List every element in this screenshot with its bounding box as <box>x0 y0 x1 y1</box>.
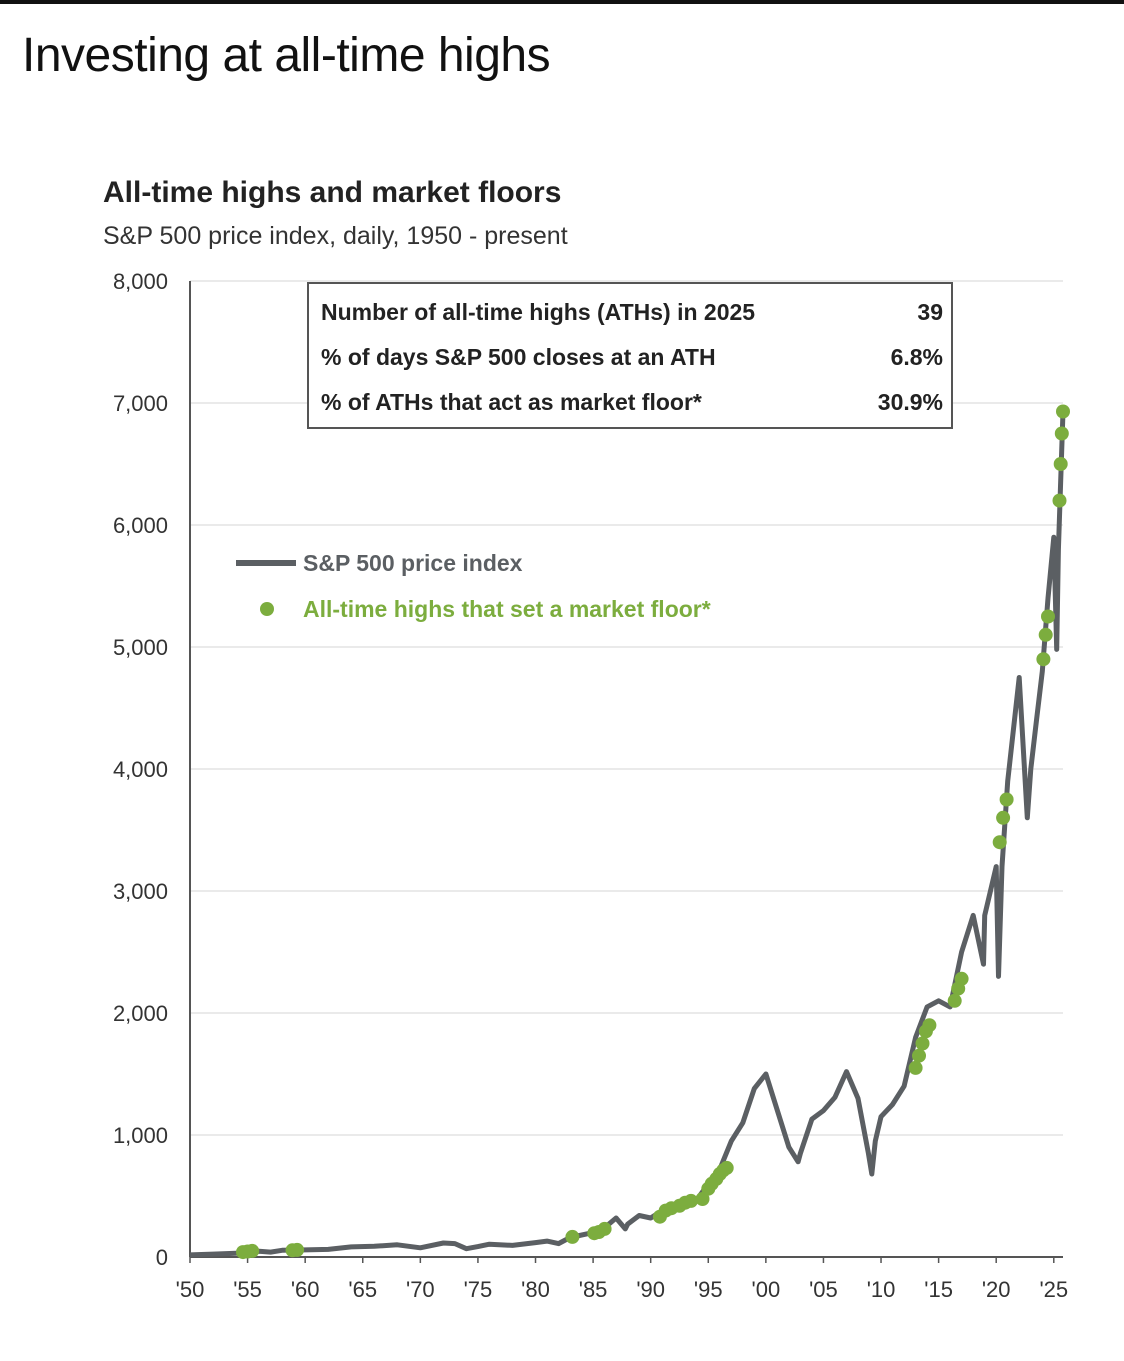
x-tick-label: '75 <box>464 1277 493 1302</box>
ath-floor-point <box>1054 426 1069 441</box>
ath-floor-point <box>922 1018 937 1033</box>
ath-floor-point <box>695 1192 710 1206</box>
page-title: Investing at all-time highs <box>22 29 551 82</box>
ath-floor-point <box>912 1048 926 1063</box>
y-tick-label: 2,000 <box>113 1001 168 1026</box>
series-sp500 <box>189 411 1066 1258</box>
x-tick-label: '65 <box>348 1277 377 1302</box>
series-ath-floors <box>236 404 1070 1260</box>
chart-subtitle: S&P 500 price index, daily, 1950 - prese… <box>103 222 568 250</box>
x-tick-label: '85 <box>579 1277 608 1302</box>
ath-floor-point <box>947 993 962 1008</box>
ath-floor-point <box>954 971 969 986</box>
ath-floor-point <box>290 1242 305 1257</box>
ath-floor-point <box>245 1243 260 1258</box>
x-tick-label: '20 <box>982 1277 1011 1302</box>
x-tick-label: '90 <box>636 1277 665 1302</box>
top-rule <box>0 0 1124 4</box>
ath-floor-point <box>1036 652 1051 667</box>
y-tick-label: 6,000 <box>113 513 168 538</box>
y-tick-label: 0 <box>156 1245 168 1270</box>
x-tick-label: '95 <box>694 1277 723 1302</box>
stat-value: 6.8% <box>890 343 943 370</box>
legend-dot-swatch <box>260 602 274 616</box>
ath-floor-point <box>1038 627 1053 642</box>
ath-floor-point <box>915 1036 930 1051</box>
y-axis-ticks: 0 1,000 2,000 3,000 4,000 5,000 6,000 7,000 8,00… <box>113 269 168 1270</box>
ath-floor-point <box>1052 493 1067 508</box>
sp500-line <box>189 411 1066 1258</box>
stat-value: 30.9% <box>877 388 943 415</box>
legend-label-ath: All-time highs that set a market floor* <box>303 596 711 622</box>
x-axis-ticks: '50 '55 '60 '65 '70 '75 '80 '85 '90 '95 '00 '05 '10 '… <box>176 1257 1068 1302</box>
stat-label: % of days S&P 500 closes at an ATH <box>321 343 716 370</box>
stats-box: Number of all-time highs (ATHs) in 2025 … <box>307 282 953 429</box>
ath-floor-point <box>565 1229 580 1244</box>
stat-row: Number of all-time highs (ATHs) in 2025 … <box>321 292 943 332</box>
x-tick-label: '70 <box>406 1277 435 1302</box>
gridlines <box>190 280 1063 1136</box>
x-tick-label: '10 <box>867 1277 896 1302</box>
stat-label: % of ATHs that act as market floor* <box>321 388 702 415</box>
legend: S&P 500 price index All-time highs that … <box>236 550 711 622</box>
y-tick-label: 3,000 <box>113 879 168 904</box>
ath-floor-point <box>908 1060 923 1075</box>
stat-row: % of days S&P 500 closes at an ATH 6.8% <box>321 337 943 377</box>
x-tick-label: '15 <box>924 1277 953 1302</box>
y-tick-label: 1,000 <box>113 1123 168 1148</box>
y-tick-label: 7,000 <box>113 391 168 416</box>
stat-label: Number of all-time highs (ATHs) in 2025 <box>321 298 756 325</box>
x-tick-label: '55 <box>233 1277 262 1302</box>
ath-floor-point <box>1041 609 1055 624</box>
ath-floor-point <box>999 792 1014 807</box>
x-tick-label: '00 <box>752 1277 781 1302</box>
x-tick-label: '25 <box>1039 1277 1068 1302</box>
x-tick-label: '80 <box>521 1277 550 1302</box>
y-tick-label: 5,000 <box>113 635 168 660</box>
ath-floor-point <box>1053 457 1068 471</box>
ath-floor-point <box>1056 404 1070 419</box>
ath-floor-point <box>597 1221 612 1236</box>
chart-title: All-time highs and market floors <box>103 176 562 209</box>
y-tick-label: 4,000 <box>113 757 168 782</box>
stat-row: % of ATHs that act as market floor* 30.9… <box>321 382 943 422</box>
x-tick-label: '60 <box>291 1277 320 1302</box>
x-tick-label: '05 <box>809 1277 838 1302</box>
x-tick-label: '50 <box>176 1277 205 1302</box>
legend-label-sp500: S&P 500 price index <box>303 550 523 576</box>
ath-floor-point <box>684 1193 698 1208</box>
ath-floor-point <box>992 835 1007 850</box>
stat-value: 39 <box>917 298 943 325</box>
ath-floor-point <box>719 1160 734 1175</box>
y-tick-label: 8,000 <box>113 269 168 294</box>
ath-floor-point <box>996 810 1011 825</box>
